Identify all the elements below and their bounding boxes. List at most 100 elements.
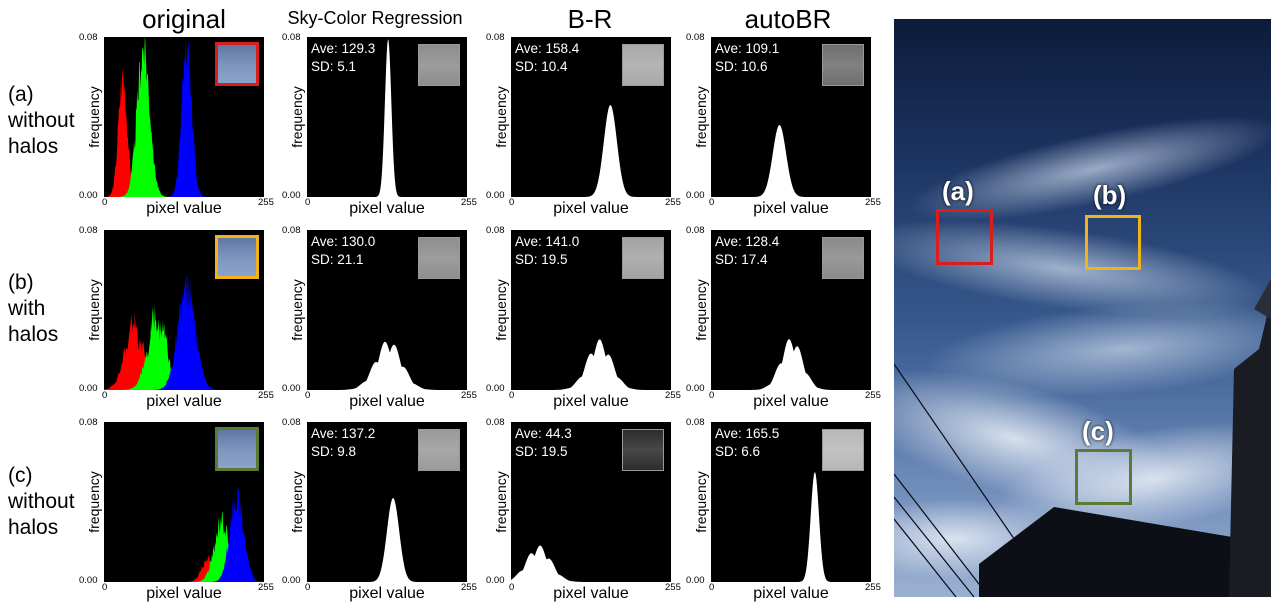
histogram-series-blue bbox=[104, 37, 264, 197]
y-tick-top: 0.08 bbox=[79, 225, 98, 236]
x-axis-label: pixel value bbox=[753, 200, 829, 217]
y-tick-bottom: 0.00 bbox=[486, 383, 505, 394]
row-label-c: (c) without halos bbox=[8, 463, 75, 541]
y-axis-label: frequency bbox=[289, 471, 305, 533]
y-axis-label: frequency bbox=[693, 279, 709, 341]
sky-box-c bbox=[1075, 449, 1132, 505]
histogram-series-green bbox=[104, 511, 264, 582]
histogram-series-gray bbox=[711, 125, 871, 197]
row-label-line: (c) bbox=[8, 464, 33, 487]
y-tick-top: 0.08 bbox=[486, 225, 505, 236]
stat-sd: SD: 6.6 bbox=[715, 444, 761, 459]
y-axis-label: frequency bbox=[86, 279, 102, 341]
y-tick-bottom: 0.00 bbox=[79, 190, 98, 201]
x-axis-label: pixel value bbox=[349, 393, 425, 410]
y-tick-top: 0.08 bbox=[79, 417, 98, 428]
y-axis-label: frequency bbox=[289, 86, 305, 148]
histogram-plot bbox=[104, 274, 264, 390]
stat-sd: SD: 17.4 bbox=[715, 252, 768, 267]
sky-box-a bbox=[936, 209, 993, 265]
sky-label-a: (a) bbox=[942, 176, 974, 206]
histogram-panel-c-original bbox=[104, 422, 264, 582]
y-axis-label: frequency bbox=[493, 86, 509, 148]
x-tick-left: 0 bbox=[305, 390, 311, 401]
histogram-panel-c-b-r: Ave: 44.3 SD: 19.5 bbox=[511, 422, 671, 582]
histogram-series-blue bbox=[104, 488, 264, 582]
x-tick-left: 0 bbox=[709, 390, 715, 401]
stat-average: Ave: 44.3 bbox=[515, 426, 572, 441]
y-axis-label: frequency bbox=[86, 86, 102, 148]
histogram-series-red bbox=[104, 67, 264, 197]
y-tick-top: 0.08 bbox=[686, 32, 705, 43]
y-tick-bottom: 0.00 bbox=[686, 190, 705, 201]
grayscale-patch-thumbnail bbox=[822, 44, 864, 86]
grayscale-patch-thumbnail bbox=[622, 237, 664, 279]
histogram-panel-a-b-r: Ave: 158.4 SD: 10.4 bbox=[511, 37, 671, 197]
y-axis-label: frequency bbox=[493, 471, 509, 533]
row-label-line: halos bbox=[8, 516, 59, 539]
x-tick-right: 255 bbox=[865, 582, 881, 593]
x-axis-label: pixel value bbox=[753, 585, 829, 602]
x-tick-left: 0 bbox=[709, 582, 715, 593]
stat-average: Ave: 129.3 bbox=[311, 41, 376, 56]
x-axis-label: pixel value bbox=[553, 393, 629, 410]
histogram-panel-c-sky-color-regression: Ave: 137.2 SD: 9.8 bbox=[307, 422, 467, 582]
y-tick-bottom: 0.00 bbox=[486, 575, 505, 586]
x-axis-label: pixel value bbox=[553, 200, 629, 217]
stat-average: Ave: 130.0 bbox=[311, 234, 376, 249]
histogram-series-gray bbox=[511, 105, 671, 197]
x-tick-right: 255 bbox=[665, 582, 681, 593]
x-axis-label: pixel value bbox=[349, 200, 425, 217]
histogram-plot bbox=[307, 341, 467, 390]
histogram-plot bbox=[511, 545, 671, 582]
y-tick-bottom: 0.00 bbox=[79, 575, 98, 586]
x-axis-label: pixel value bbox=[146, 200, 222, 217]
y-tick-top: 0.08 bbox=[79, 32, 98, 43]
sky-photo: (a) (b) (c) bbox=[894, 19, 1271, 597]
histogram-series-gray bbox=[711, 339, 871, 390]
histogram-plot bbox=[511, 339, 671, 390]
x-tick-right: 255 bbox=[461, 582, 477, 593]
stat-sd: SD: 19.5 bbox=[515, 252, 568, 267]
grayscale-patch-thumbnail bbox=[822, 237, 864, 279]
stat-sd: SD: 21.1 bbox=[311, 252, 364, 267]
x-tick-right: 255 bbox=[665, 390, 681, 401]
y-axis-label: frequency bbox=[693, 86, 709, 148]
histogram-panel-b-sky-color-regression: Ave: 130.0 SD: 21.1 bbox=[307, 230, 467, 390]
histogram-plot bbox=[307, 498, 467, 582]
x-tick-left: 0 bbox=[102, 582, 108, 593]
x-tick-left: 0 bbox=[509, 390, 515, 401]
y-tick-top: 0.08 bbox=[486, 32, 505, 43]
histogram-series-gray bbox=[307, 498, 467, 582]
sample-patch-thumbnail bbox=[215, 235, 259, 279]
y-tick-bottom: 0.00 bbox=[686, 575, 705, 586]
stat-sd: SD: 10.6 bbox=[715, 59, 768, 74]
histogram-plot bbox=[711, 339, 871, 390]
histogram-series-gray bbox=[511, 339, 671, 390]
row-label-line: (b) bbox=[8, 271, 34, 294]
column-title-b-r: B-R bbox=[567, 4, 613, 34]
x-tick-right: 255 bbox=[865, 197, 881, 208]
y-tick-bottom: 0.00 bbox=[486, 190, 505, 201]
stat-sd: SD: 5.1 bbox=[311, 59, 357, 74]
row-label-a: (a) without halos bbox=[8, 82, 75, 160]
histogram-panel-b-original bbox=[104, 230, 264, 390]
y-tick-bottom: 0.00 bbox=[282, 383, 301, 394]
histogram-series-green bbox=[104, 37, 264, 197]
stat-average: Ave: 165.5 bbox=[715, 426, 780, 441]
x-tick-left: 0 bbox=[709, 197, 715, 208]
histogram-panel-a-original bbox=[104, 37, 264, 197]
y-tick-bottom: 0.00 bbox=[282, 190, 301, 201]
y-axis-label: frequency bbox=[86, 471, 102, 533]
y-tick-bottom: 0.00 bbox=[282, 575, 301, 586]
histogram-series-gray bbox=[307, 39, 467, 197]
grayscale-patch-thumbnail bbox=[418, 429, 460, 471]
stat-average: Ave: 141.0 bbox=[515, 234, 580, 249]
y-axis-label: frequency bbox=[693, 471, 709, 533]
grayscale-patch-thumbnail bbox=[822, 429, 864, 471]
column-title-sky-color-regression: Sky-Color Regression bbox=[287, 8, 463, 28]
x-axis-label: pixel value bbox=[753, 393, 829, 410]
grayscale-patch-thumbnail bbox=[622, 429, 664, 471]
histogram-series-blue bbox=[104, 274, 264, 390]
row-label-line: halos bbox=[8, 135, 59, 158]
